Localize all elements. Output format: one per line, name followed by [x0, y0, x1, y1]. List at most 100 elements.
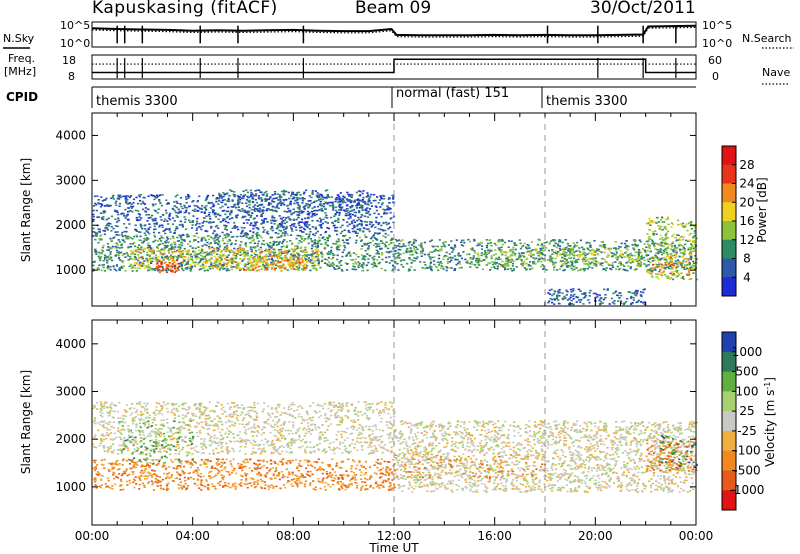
range-cell — [262, 226, 265, 229]
range-cell — [457, 252, 460, 255]
range-cell — [651, 257, 654, 259]
range-cell — [98, 238, 101, 240]
range-cell — [236, 250, 240, 252]
range-cell — [519, 255, 522, 258]
range-cell — [266, 208, 269, 210]
range-cell — [139, 235, 142, 238]
range-cell — [204, 258, 207, 260]
range-cell — [184, 267, 187, 270]
range-cell — [632, 297, 635, 299]
range-cell — [226, 200, 229, 202]
range-cell — [249, 216, 252, 219]
range-cell — [232, 193, 235, 196]
range-cell — [357, 266, 360, 268]
range-cell — [212, 232, 215, 235]
range-cell — [359, 229, 362, 232]
range-cell — [138, 244, 141, 246]
range-cell — [301, 199, 304, 202]
range-cell — [205, 480, 208, 482]
range-cell — [399, 260, 403, 262]
range-cell — [107, 204, 110, 207]
range-cell — [160, 204, 163, 207]
range-cell — [600, 251, 603, 254]
range-cell — [550, 240, 553, 242]
range-cell — [251, 197, 254, 200]
range-cell — [278, 241, 281, 243]
range-cell — [611, 255, 614, 258]
range-cell — [442, 255, 446, 258]
range-cell — [386, 212, 389, 215]
range-cell — [373, 212, 376, 215]
range-cell — [239, 268, 242, 271]
range-cell — [288, 211, 291, 213]
range-cell — [139, 193, 142, 196]
range-cell — [260, 223, 263, 225]
range-cell — [689, 232, 692, 235]
range-cell — [279, 202, 282, 204]
range-cell — [220, 251, 223, 254]
range-cell — [125, 226, 128, 229]
range-cell — [315, 194, 318, 197]
range-cell — [253, 260, 256, 262]
range-cell — [149, 260, 152, 262]
range-cell — [677, 265, 680, 268]
range-cell — [663, 227, 666, 230]
range-cell — [265, 267, 268, 270]
range-cell — [413, 238, 416, 241]
range-cell — [313, 210, 316, 212]
range-cell — [244, 263, 247, 265]
range-cell — [563, 248, 566, 251]
range-cell — [200, 239, 203, 242]
range-cell — [96, 216, 99, 218]
range-cell — [542, 253, 545, 256]
range-cell — [572, 298, 575, 300]
range-cell — [636, 292, 639, 295]
range-cell — [667, 266, 670, 268]
range-cell — [568, 249, 571, 252]
range-cell — [413, 240, 417, 243]
range-cell — [92, 209, 95, 212]
range-cell — [229, 231, 233, 233]
range-cell — [637, 253, 640, 255]
range-cell — [203, 251, 206, 254]
range-cell — [283, 255, 286, 258]
range-cell — [654, 263, 657, 265]
freq-spikes — [116, 58, 677, 78]
range-cell — [230, 242, 233, 245]
range-cell — [118, 257, 121, 260]
range-cell — [134, 228, 137, 231]
range-cell — [563, 262, 566, 265]
range-cell — [680, 244, 683, 246]
range-cell — [245, 210, 248, 213]
range-cell — [527, 250, 530, 253]
range-cell — [570, 291, 573, 293]
range-cell — [634, 243, 637, 245]
range-cell — [583, 269, 586, 272]
range-cell — [357, 264, 360, 266]
range-cell — [211, 209, 214, 211]
range-cell — [265, 264, 269, 266]
range-cell — [672, 241, 675, 243]
range-cell — [281, 242, 284, 245]
range-cell — [293, 202, 296, 205]
range-cell — [115, 234, 118, 236]
range-cell — [255, 189, 258, 192]
range-cell — [254, 257, 257, 260]
range-cell — [194, 247, 197, 250]
range-cell — [501, 264, 504, 267]
range-cell — [156, 194, 159, 197]
range-cell — [671, 274, 674, 276]
range-cell — [292, 193, 295, 195]
range-cell — [226, 256, 229, 258]
range-cell — [234, 239, 238, 242]
range-cell — [355, 262, 358, 265]
range-cell — [226, 246, 229, 249]
range-cell — [313, 241, 316, 244]
range-cell — [642, 288, 645, 291]
range-cell — [640, 258, 643, 260]
range-cell — [502, 266, 505, 268]
range-cell — [539, 244, 542, 247]
range-cell — [454, 246, 457, 248]
range-cell — [238, 246, 241, 248]
range-cell — [250, 222, 253, 224]
